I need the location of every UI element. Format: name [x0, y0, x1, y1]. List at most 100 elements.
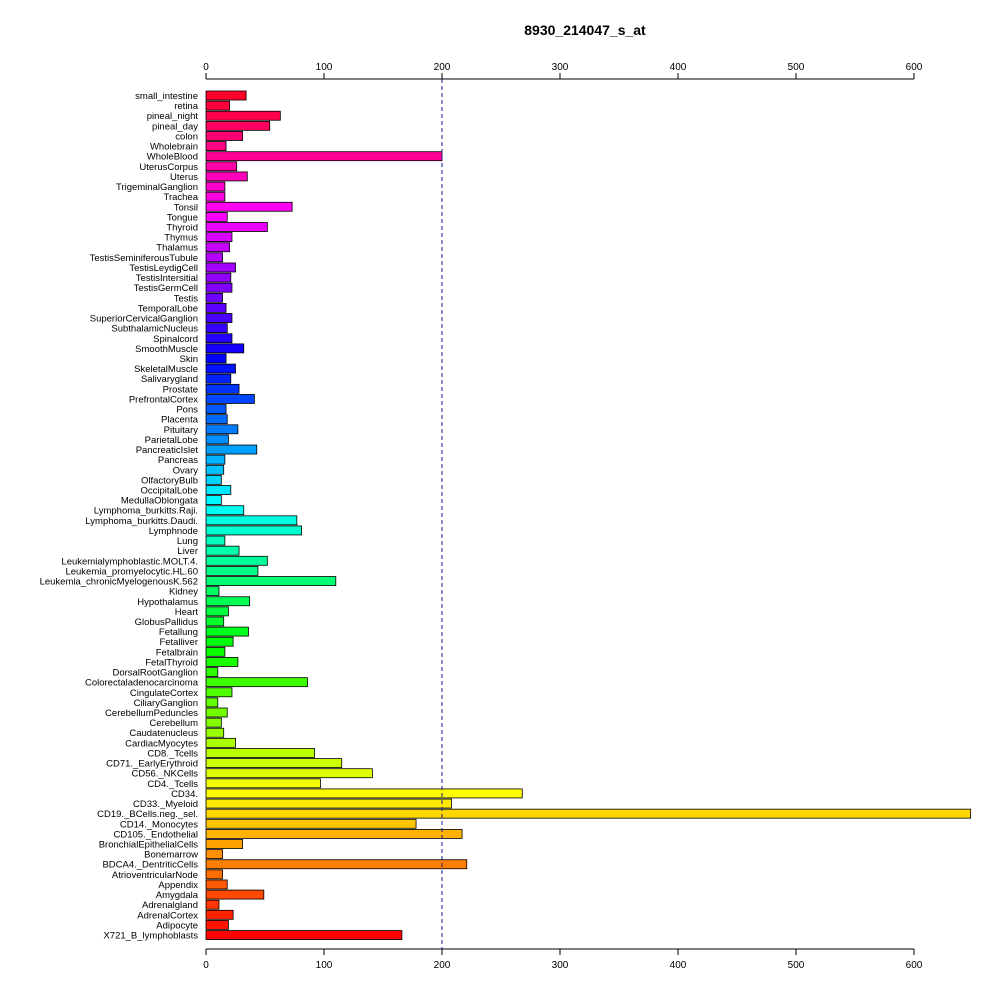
category-label: Lung	[177, 536, 198, 547]
category-label: SubthalamicNucleus	[111, 324, 198, 335]
bar	[205, 151, 443, 162]
bar	[205, 131, 243, 141]
category-label: Pituitary	[164, 425, 199, 436]
category-label: CD4._Tcells	[147, 779, 198, 790]
category-label: CD34.	[171, 789, 198, 800]
bar	[205, 818, 417, 829]
tick-label: 200	[434, 62, 451, 73]
bar	[205, 758, 343, 768]
category-label: X721_B_lymphoblasts	[103, 931, 198, 942]
bar	[205, 576, 337, 586]
category-label: AtrioventricularNode	[112, 870, 198, 881]
bar	[205, 414, 228, 425]
bar	[205, 869, 223, 880]
bar	[205, 474, 222, 485]
bar	[205, 889, 265, 900]
bar	[205, 555, 268, 566]
chart-title: 8930_214047_s_at	[524, 22, 646, 38]
bar	[205, 636, 234, 647]
category-label: TestisGermCell	[134, 283, 198, 294]
category-label: CD105._Endothelial	[113, 829, 198, 840]
bar	[205, 404, 227, 414]
bar	[205, 485, 232, 495]
category-label: Pancreas	[158, 455, 198, 466]
tick-label: 300	[552, 62, 569, 73]
bar	[205, 646, 226, 657]
bar	[205, 566, 259, 576]
bar	[205, 586, 220, 597]
bar	[205, 495, 222, 506]
bar	[205, 191, 226, 202]
bar	[205, 596, 251, 607]
category-label: PancreaticIslet	[136, 445, 199, 456]
category-label: FetalThyroid	[145, 657, 198, 668]
bar	[205, 768, 373, 779]
tick-label: 100	[316, 960, 333, 971]
bar	[205, 100, 231, 111]
category-label: GlobusPallidus	[135, 617, 199, 628]
category-label: Tongue	[167, 212, 198, 223]
bar	[205, 161, 238, 172]
bar	[205, 141, 227, 151]
category-label: TrigeminalGanglion	[116, 182, 198, 193]
category-label: PrefrontalCortex	[129, 394, 198, 405]
category-label: CardiacMyocytes	[125, 738, 198, 749]
category-label: CD33._Myeloid	[133, 799, 198, 810]
bar	[205, 171, 248, 182]
bar	[205, 667, 219, 677]
bar	[205, 211, 228, 222]
category-label: small_intestine	[135, 91, 198, 102]
bar	[205, 859, 468, 870]
category-label: retina	[174, 101, 198, 112]
bar	[205, 444, 258, 455]
category-label: Lymphoma_burkitts.Raji.	[94, 506, 198, 517]
category-label: colon	[175, 131, 198, 142]
category-label: MedullaOblongata	[121, 496, 199, 507]
bar	[205, 616, 225, 627]
bar	[205, 687, 233, 698]
category-label: Fetallung	[159, 627, 198, 638]
category-label: TemporalLobe	[138, 303, 198, 314]
category-label: Thalamus	[156, 243, 198, 254]
category-label: DorsalRootGanglion	[112, 668, 198, 679]
bar	[205, 434, 229, 445]
top-x-axis: 0 100 200 300 400 500 600	[203, 62, 923, 80]
category-label: Skin	[180, 354, 198, 365]
category-label: SmoothMuscle	[135, 344, 198, 355]
bar	[205, 748, 315, 758]
bottom-x-axis: 0 100 200 300 400 500 600	[203, 948, 923, 971]
bar	[205, 525, 302, 536]
category-label: Thyroid	[166, 222, 198, 233]
category-label: Pons	[176, 405, 198, 416]
category-label: Spinalcord	[153, 334, 198, 345]
category-label: SuperiorCervicalGanglion	[90, 314, 198, 325]
category-label: BronchialEpithelialCells	[99, 840, 199, 851]
category-label: Testis	[174, 293, 199, 304]
bar	[205, 262, 236, 273]
category-label: Placenta	[161, 415, 199, 426]
category-label: Lymphoma_burkitts.Daudi.	[85, 516, 198, 527]
category-label: Trachea	[164, 192, 199, 203]
tick-label: 100	[316, 62, 333, 73]
bar	[205, 282, 233, 293]
bar	[205, 353, 227, 364]
bar	[205, 606, 229, 617]
tick-label: 600	[906, 960, 923, 971]
tick-label: 400	[670, 960, 687, 971]
bar	[205, 788, 523, 799]
tick-label: 0	[203, 62, 209, 73]
bar	[205, 343, 245, 354]
category-label: CD71._EarlyErythroid	[106, 759, 198, 770]
category-label: Appendix	[158, 880, 198, 891]
category-label: Leukemia_promyelocytic.HL.60	[65, 566, 198, 577]
category-label: UterusCorpus	[139, 162, 198, 173]
category-label: Fetalliver	[159, 637, 198, 648]
bar	[205, 677, 308, 688]
category-label: Adrenalgland	[142, 900, 198, 911]
bar	[205, 707, 228, 718]
bar	[205, 313, 233, 323]
bar	[205, 626, 249, 637]
bar	[205, 232, 233, 243]
category-label: BDCA4._DentriticCells	[102, 860, 198, 871]
bar	[205, 909, 234, 920]
